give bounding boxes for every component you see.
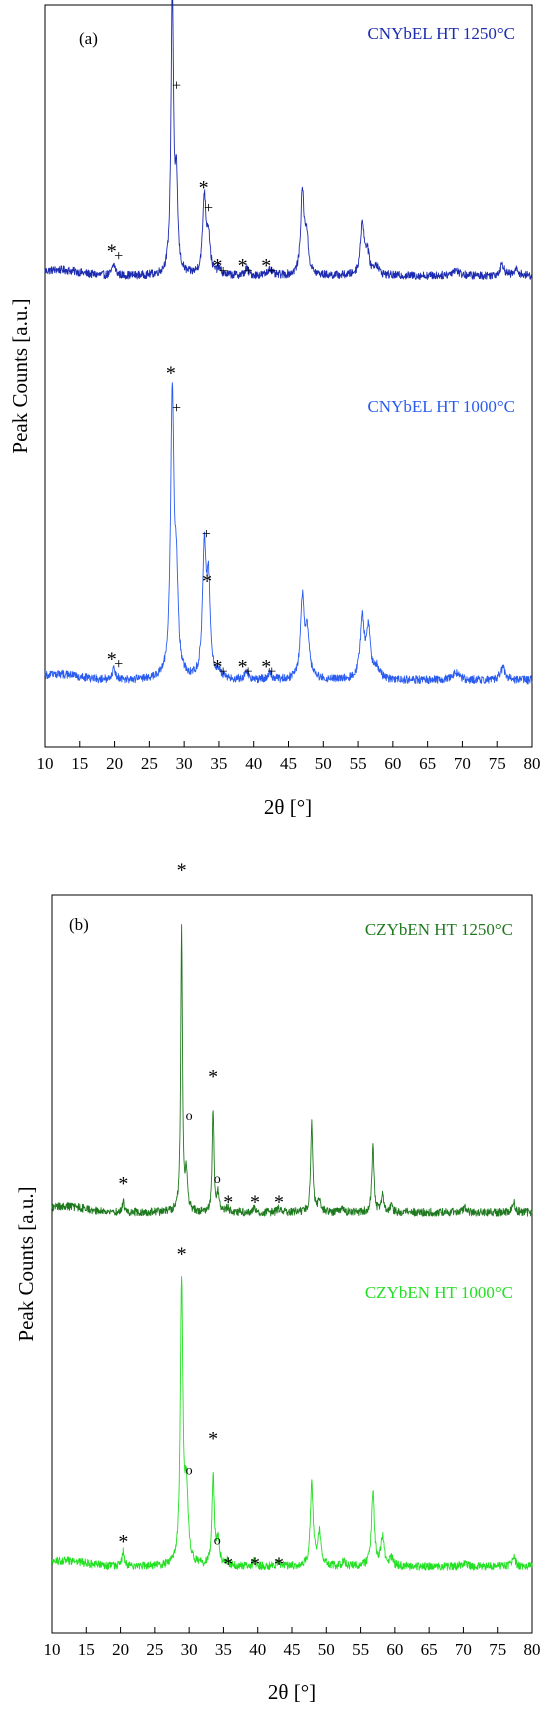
- panel-a-x-tick-label-80: 80: [524, 754, 541, 773]
- panel-a-x-tick-label-35: 35: [210, 754, 227, 773]
- panel-a-x-tick-label-55: 55: [350, 754, 367, 773]
- panel-a-x-tick-label-75: 75: [489, 754, 506, 773]
- panel-b-series-2-label: CZYbEN HT 1000°C: [365, 1283, 513, 1302]
- panel-b-annotation-circle-3: o: [186, 1109, 193, 1124]
- panel-a-annotation-asterisk-13: *: [166, 363, 176, 385]
- panel-b-series: [51, 924, 533, 1571]
- panel-a-x-tick-label-20: 20: [106, 754, 123, 773]
- panel-b: (b) CZYbEN HT 1250°C CZYbEN HT 1000°C 10…: [14, 860, 541, 1704]
- panel-a-x-axis-label: 2θ [°]: [264, 795, 312, 819]
- panel-a-annotation-plus-12: +: [267, 263, 276, 280]
- panel-b-annotation-asterisk-13: *: [118, 1531, 128, 1553]
- panel-b-annotation-circle-4: o: [214, 1172, 221, 1187]
- panel-b-x-tick-label-15: 15: [78, 1640, 95, 1659]
- panel-b-x-tick-label-70: 70: [455, 1640, 472, 1659]
- panel-a-x-tick-label-40: 40: [245, 754, 262, 773]
- panel-b-x-tick-label-30: 30: [181, 1640, 198, 1659]
- panel-a-x-tick-label-60: 60: [384, 754, 401, 773]
- panel-b-x-tick-label-55: 55: [352, 1640, 369, 1659]
- panel-a-x-tick-label-30: 30: [176, 754, 193, 773]
- panel-a-y-axis-label: Peak Counts [a.u.]: [8, 298, 32, 453]
- panel-a: (a) CNYbEL HT 1250°C CNYbEL HT 1000°C 10…: [8, 0, 541, 819]
- panel-a-annotation-asterisk-11: *: [261, 255, 271, 277]
- panel-a-series-1-line: [44, 0, 533, 281]
- panel-a-x-tick-label-15: 15: [71, 754, 88, 773]
- panel-b-annotation-asterisk-14: *: [223, 1553, 233, 1575]
- panel-a-series-2-line: [44, 382, 533, 685]
- panel-a-annotation-plus-10: +: [244, 263, 253, 280]
- panel-b-annotations: **oo** * ***oo** * *: [118, 860, 284, 1576]
- panel-b-x-tick-label-50: 50: [318, 1640, 335, 1659]
- panel-a-x-tick-label-50: 50: [315, 754, 332, 773]
- panel-a-annotation-plus-18: +: [114, 656, 123, 673]
- panel-b-series-1-line: [51, 924, 533, 1217]
- panel-a-annotation-asterisk-21: *: [238, 656, 248, 678]
- panel-b-annotation-asterisk-10: *: [208, 1428, 218, 1450]
- panel-b-annotation-asterisk-6: *: [223, 1192, 233, 1214]
- panel-b-annotation-asterisk-8: *: [274, 1192, 284, 1214]
- panel-a-annotation-plus-22: +: [244, 664, 253, 681]
- panel-a-annotation-plus-16: +: [202, 526, 211, 543]
- panel-b-annotation-circle-11: o: [186, 1463, 193, 1478]
- panel-a-annotation-asterisk-23: *: [261, 656, 271, 678]
- panel-b-series-1-label: CZYbEN HT 1250°C: [365, 920, 513, 939]
- panel-b-series-2-line: [51, 1276, 533, 1571]
- panel-b-frame: [51, 894, 533, 1634]
- panel-b-annotation-circle-12: o: [214, 1533, 221, 1548]
- panel-a-frame: [44, 4, 533, 748]
- panel-b-label: (b): [69, 915, 89, 934]
- panel-a-label: (a): [79, 29, 98, 48]
- panel-a-annotation-asterisk-7: *: [213, 255, 223, 277]
- panel-b-x-tick-label-45: 45: [284, 1640, 301, 1659]
- panel-a-series-2-label: CNYbEL HT 1000°C: [367, 397, 515, 416]
- panel-b-x-tick-label-35: 35: [215, 1640, 232, 1659]
- panel-b-x-ticks: 10 15 20 25 30 35 40 45 50 55 60 65 70 75 80: [44, 1627, 541, 1659]
- panel-a-annotation-plus-20: +: [219, 664, 228, 681]
- panel-b-y-axis-label: Peak Counts [a.u.]: [14, 1186, 38, 1341]
- panel-b-x-tick-label-20: 20: [112, 1640, 129, 1659]
- panel-b-x-tick-label-80: 80: [524, 1640, 541, 1659]
- panel-b-annotation-asterisk-1: *: [177, 860, 187, 882]
- panel-b-x-axis-label: 2θ [°]: [268, 1680, 316, 1704]
- panel-a-annotation-plus-2: +: [172, 77, 181, 94]
- panel-a-annotation-asterisk-15: *: [202, 570, 212, 592]
- panel-b-annotation-asterisk-7: *: [250, 1192, 260, 1214]
- panel-a-annotation-plus-6: +: [114, 248, 123, 265]
- panel-b-x-tick-label-40: 40: [249, 1640, 266, 1659]
- panel-b-x-tick-label-60: 60: [386, 1640, 403, 1659]
- panel-a-series-1-label: CNYbEL HT 1250°C: [367, 24, 515, 43]
- panel-a-annotations: *+*+*+*+*+*+*+*+*+*+*+*+: [107, 77, 277, 681]
- panel-b-annotation-asterisk-15: *: [250, 1553, 260, 1575]
- panel-a-series: [44, 0, 533, 685]
- panel-b-x-tick-label-75: 75: [489, 1640, 506, 1659]
- panel-b-x-tick-label-65: 65: [421, 1640, 438, 1659]
- panel-a-x-tick-label-65: 65: [419, 754, 436, 773]
- panel-a-annotation-plus-8: +: [219, 263, 228, 280]
- panel-b-annotation-asterisk-5: *: [118, 1173, 128, 1195]
- panel-b-x-tick-label-10: 10: [44, 1640, 61, 1659]
- panel-a-annotation-plus-14: +: [172, 400, 181, 417]
- panel-a-annotation-asterisk-3: *: [199, 177, 209, 199]
- panel-b-annotation-asterisk-9: *: [177, 1243, 187, 1265]
- panel-a-x-tick-label-45: 45: [280, 754, 297, 773]
- panel-a-annotation-plus-4: +: [204, 200, 213, 217]
- panel-a-x-tick-label-10: 10: [37, 754, 54, 773]
- panel-a-annotation-asterisk-19: *: [213, 656, 223, 678]
- panel-a-annotation-asterisk-5: *: [107, 240, 117, 262]
- panel-b-annotation-asterisk-16: *: [274, 1553, 284, 1575]
- panel-b-x-tick-label-25: 25: [146, 1640, 163, 1659]
- panel-a-annotation-asterisk-17: *: [107, 648, 117, 670]
- panel-a-x-tick-label-25: 25: [141, 754, 158, 773]
- panel-a-x-ticks: 10 15 20 25 30 35 40 45 50 55 60 65 70 75 80: [37, 741, 541, 773]
- panel-a-annotation-asterisk-9: *: [238, 255, 248, 277]
- panel-a-x-tick-label-70: 70: [454, 754, 471, 773]
- panel-b-annotation-asterisk-2: *: [208, 1066, 218, 1088]
- panel-a-annotation-plus-24: +: [267, 664, 276, 681]
